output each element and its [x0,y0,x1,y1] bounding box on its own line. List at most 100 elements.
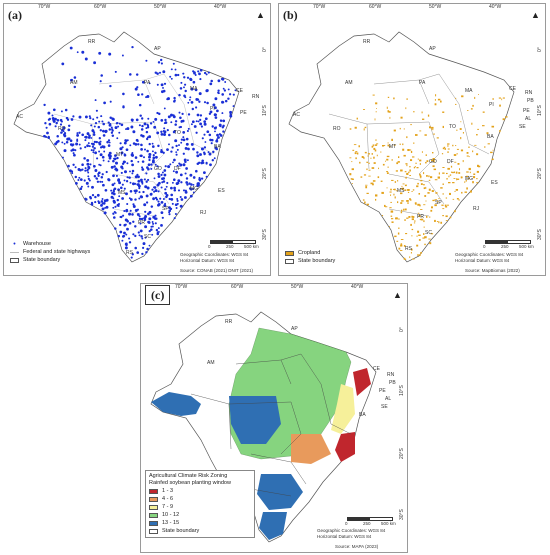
warehouse-dot [56,134,59,138]
warehouse-dot [137,143,140,146]
warehouse-dot [151,142,154,145]
warehouse-dot [92,151,95,154]
zone-orange [291,434,331,464]
warehouse-dot [216,109,219,113]
warehouse-dot [182,72,185,75]
warehouse-dot [110,189,113,192]
warehouse-dot [185,142,189,146]
warehouse-dot [144,185,148,189]
warehouse-dot [170,198,174,201]
warehouse-dot [152,222,155,225]
warehouse-dot [221,93,224,96]
cropland-patch [491,158,494,161]
state-label: SP [162,206,169,212]
cropland-patch [420,183,423,185]
warehouse-dot [61,141,64,144]
warehouse-dot [173,100,176,103]
lat-label: 20°S [262,168,268,179]
warehouse-dot [117,205,120,207]
cropland-patch [402,183,405,185]
warehouse-dot [143,122,147,126]
cropland-patch [466,171,469,173]
warehouse-dot [125,148,129,152]
warehouse-dot [99,153,103,157]
cropland-patch [387,142,389,144]
cropland-patch [422,118,425,120]
warehouse-dot [129,181,132,184]
cropland-patch [408,171,410,173]
cropland-patch [428,179,431,181]
warehouse-dot [216,133,219,137]
warehouse-dot [153,177,156,180]
warehouse-dot [115,174,118,177]
cropland-patch [368,175,371,177]
cropland-patch [398,227,400,229]
cropland-patch [416,185,419,188]
warehouse-dot [176,199,179,202]
cropland-patch [424,236,427,239]
warehouse-dot [129,144,132,147]
warehouse-dot [146,166,149,169]
warehouse-dot [122,234,126,238]
state-label: GO [429,159,437,165]
warehouse-dot [132,203,135,206]
cropland-patch [362,199,365,201]
cropland-patch [421,151,423,153]
warehouse-dot [128,241,132,244]
state-label: PE [240,110,247,116]
warehouse-dot [175,207,178,209]
cropland-patch [399,127,401,130]
warehouse-dot [200,177,204,180]
cropland-patch [388,111,391,113]
cropland-patch [437,98,441,101]
lon-label: 50°W [429,4,442,10]
cropland-patch [462,160,464,163]
warehouse-dot [88,134,91,138]
warehouse-dot [195,106,198,109]
warehouse-dot [111,183,115,187]
warehouse-dot [151,221,154,223]
warehouse-dot [146,247,149,251]
warehouse-dot [217,89,220,92]
state-label: AM [345,80,353,86]
warehouse-dot [158,71,162,74]
cropland-patch [371,145,374,148]
warehouse-dot [168,143,170,146]
warehouse-dot [172,161,174,164]
cropland-patch [390,194,392,197]
cropland-patch [409,256,411,259]
warehouse-dot [164,165,167,168]
warehouse-dot [168,211,171,214]
scale-label: 0 [345,521,348,526]
cropland-patch [363,156,365,160]
warehouse-dot [154,189,158,193]
warehouse-dot [184,172,187,175]
cropland-patch [423,184,425,186]
warehouse-dot [121,167,124,170]
state-label: DF [447,159,454,165]
warehouse-dot [48,122,52,126]
warehouse-dot [131,213,134,216]
legend-label: 1 - 3 [162,488,174,494]
warehouse-dot [166,129,169,132]
warehouse-dot [101,202,104,205]
warehouse-dot [107,144,111,147]
state-label: AL [385,396,392,402]
cropland-patch [428,238,431,240]
lon-label: 60°W [231,284,244,290]
warehouse-dot [156,131,160,135]
warehouse-dot [217,91,220,94]
warehouse-dot [199,122,203,126]
warehouse-dot [156,232,160,236]
warehouse-dot [115,161,118,165]
cropland-patch [406,172,409,175]
warehouse-dot [170,121,173,124]
state-label: RN [525,90,533,96]
cropland-patch [448,182,451,184]
cropland-patch [455,103,457,105]
warehouse-dot [177,189,181,192]
cropland-patch [442,193,444,195]
warehouse-dot [148,142,151,146]
warehouse-dot [97,172,100,176]
warehouse-dot [179,195,182,199]
